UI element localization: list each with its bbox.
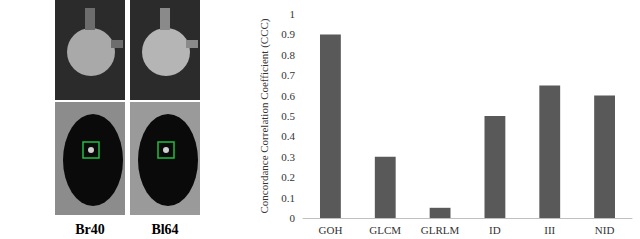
svg-text:0.7: 0.7 [281,69,295,81]
svg-text:0.2: 0.2 [281,171,295,183]
svg-text:1: 1 [290,8,296,20]
svg-text:GOH: GOH [318,224,342,236]
svg-text:Concordance Correlation Coeffi: Concordance Correlation Coefficient (CCC… [258,18,271,213]
svg-text:NID: NID [595,224,615,236]
svg-text:0: 0 [290,212,296,224]
svg-text:0.5: 0.5 [281,110,295,122]
svg-text:GLCM: GLCM [369,224,401,236]
svg-text:III: III [544,224,555,236]
svg-text:Bl64: Bl64 [151,222,178,237]
svg-text:0.9: 0.9 [281,28,295,40]
svg-text:0.6: 0.6 [281,90,295,102]
svg-text:0.3: 0.3 [281,151,295,163]
svg-text:0.4: 0.4 [281,130,295,142]
svg-text:0.8: 0.8 [281,49,295,61]
svg-text:Br40: Br40 [75,222,105,237]
svg-text:0.1: 0.1 [281,192,295,204]
svg-text:ID: ID [489,224,501,236]
svg-text:GLRLM: GLRLM [421,224,460,236]
